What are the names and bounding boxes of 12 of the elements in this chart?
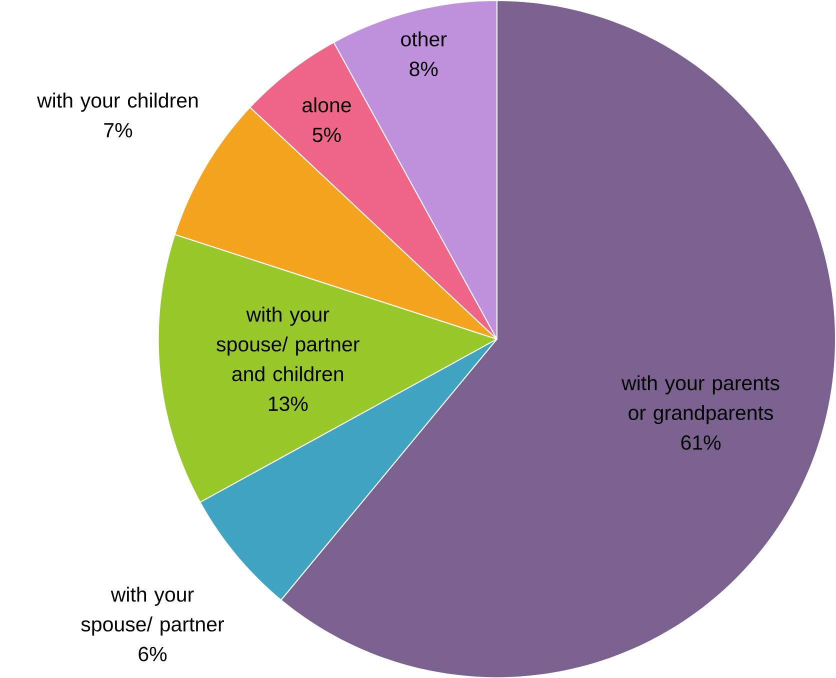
slice-label: with your children [36, 92, 198, 112]
data-label: 5% [312, 128, 341, 142]
slice-label: with your spouse/ partner [81, 586, 224, 636]
data-label: 61% [681, 435, 721, 450]
data-label: 7% [104, 122, 132, 138]
slice-label: alone [302, 97, 351, 112]
slice-label: with your spouse/ partner and children [216, 306, 360, 382]
data-label: 13% [268, 396, 308, 411]
slice-label: with your parents or grandparents [621, 375, 780, 424]
data-label: 8% [410, 62, 438, 76]
slice-label: other [401, 31, 447, 46]
data-label: 6% [138, 646, 167, 662]
